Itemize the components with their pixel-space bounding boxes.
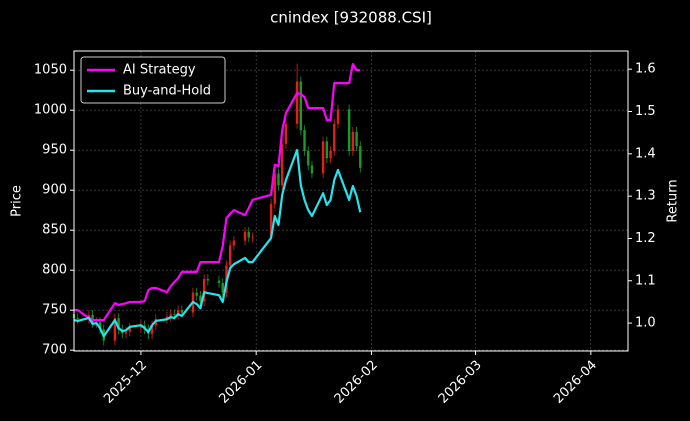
candle-body (307, 151, 310, 166)
candle-body (284, 123, 288, 144)
candle-body (251, 237, 254, 239)
candle-body (269, 203, 273, 238)
y-tick-label: 800 (42, 263, 67, 278)
candle-body (273, 173, 276, 204)
y2-tick-label: 1.3 (635, 189, 656, 204)
candle-body (176, 310, 180, 315)
candle-body (347, 109, 351, 151)
legend-box (80, 56, 226, 104)
candle-body (325, 141, 329, 159)
legend-label: Buy-and-Hold (123, 84, 211, 99)
candle-body (206, 279, 210, 281)
series-line (73, 148, 362, 338)
y-tick-label: 900 (42, 183, 67, 198)
candle-body (329, 151, 332, 159)
y-tick-label: 700 (42, 343, 67, 358)
legend-label: AI Strategy (123, 63, 196, 78)
candle-body (199, 295, 202, 302)
candle-body (247, 231, 250, 238)
y-tick-label: 1050 (34, 63, 67, 78)
candle-body (243, 231, 247, 241)
candle-body (228, 245, 232, 266)
chart-title: cnindex [932088.CSI] (270, 9, 432, 27)
y2-tick-label: 1.0 (635, 316, 656, 331)
candle-body (169, 314, 172, 317)
candle-body (321, 141, 325, 174)
candle-body (117, 318, 120, 330)
series-line (74, 63, 361, 322)
candle-body (124, 331, 128, 334)
candle-body (281, 143, 284, 186)
candle-body (336, 109, 340, 124)
candle-body (277, 173, 280, 186)
y-axis-label: Price (10, 185, 25, 217)
y2-tick-label: 1.1 (635, 273, 656, 288)
candle-body (139, 325, 143, 328)
candle-body (150, 325, 154, 335)
y-tick-label: 950 (42, 143, 67, 158)
y2-tick-label: 1.4 (635, 146, 656, 161)
candle-body (76, 318, 79, 319)
y2-tick-label: 1.6 (635, 62, 656, 77)
candle-body (165, 316, 169, 319)
candle-body (221, 283, 224, 293)
candle-body (295, 81, 299, 124)
y2-axis-label: Return (666, 179, 681, 222)
candle-body (232, 240, 236, 246)
candle-body (310, 165, 314, 174)
candle-body (195, 292, 198, 296)
candle-body (299, 81, 303, 131)
y-tick-label: 1000 (34, 103, 67, 118)
candle-body (113, 318, 117, 341)
candle-body (303, 130, 306, 151)
candle-body (355, 131, 358, 147)
candle-body (359, 146, 362, 168)
candle-body (217, 280, 221, 283)
candle-body (98, 322, 102, 330)
y-tick-label: 750 (42, 303, 67, 318)
candle-body (351, 131, 355, 151)
y2-tick-label: 1.5 (635, 104, 656, 119)
y2-tick-label: 1.2 (635, 231, 656, 246)
candle-body (173, 314, 176, 315)
candle-body (128, 327, 131, 332)
y-tick-label: 850 (42, 223, 67, 238)
candle-body (180, 310, 184, 313)
candle-body (333, 123, 336, 151)
candle-body (202, 279, 206, 302)
plot-frame (73, 50, 629, 352)
